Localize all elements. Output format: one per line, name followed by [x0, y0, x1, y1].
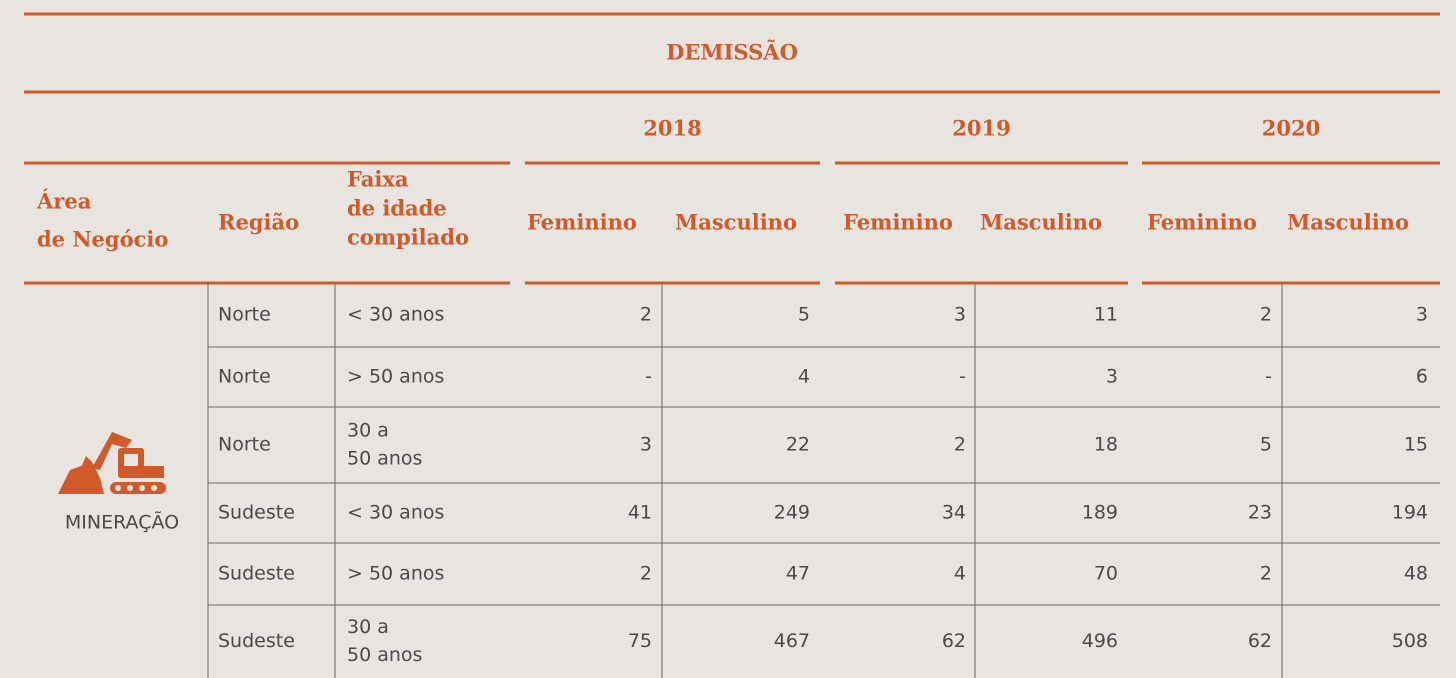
region: Norte: [218, 366, 271, 388]
cell-value: 18: [1094, 434, 1118, 456]
cell-value: 2: [640, 304, 652, 326]
cell-value: 62: [1248, 630, 1272, 652]
cell-value: 75: [628, 630, 652, 652]
cell-value: 3: [640, 434, 652, 456]
cell-value: 4: [954, 563, 966, 585]
cell-value: 48: [1404, 563, 1428, 585]
header-area: de Negócio: [37, 227, 168, 252]
cell-value: 496: [1082, 630, 1118, 652]
cell-value: 3: [954, 304, 966, 326]
cell-value: 2: [640, 563, 652, 585]
cell-value: 189: [1082, 502, 1118, 524]
age-range: < 30 anos: [347, 502, 444, 524]
cell-value: 3: [1416, 304, 1428, 326]
cell-value: -: [645, 366, 652, 388]
title: DEMISSÃO: [666, 40, 798, 65]
cell-value: 5: [798, 304, 810, 326]
year: 2018: [643, 116, 701, 141]
header-age: compilado: [347, 225, 469, 250]
region: Sudeste: [218, 563, 295, 585]
region: Sudeste: [218, 630, 295, 652]
cell-value: 2: [1260, 304, 1272, 326]
excavator-icon: [58, 432, 166, 494]
cell-value: 508: [1392, 630, 1428, 652]
cell-value: 6: [1416, 366, 1428, 388]
cell-value: 34: [942, 502, 966, 524]
region: Norte: [218, 434, 271, 456]
age-range: < 30 anos: [347, 304, 444, 326]
cell-value: 23: [1248, 502, 1272, 524]
area-name: MINERAÇÃO: [65, 511, 179, 534]
header-region: Região: [218, 210, 299, 235]
header-age: Faixa: [347, 167, 409, 192]
cell-value: 249: [774, 502, 810, 524]
header-area: Área: [36, 189, 92, 214]
age-range: 30 a: [347, 616, 389, 638]
cell-value: 62: [942, 630, 966, 652]
cell-value: 3: [1106, 366, 1118, 388]
cell-value: 4: [798, 366, 810, 388]
region: Sudeste: [218, 502, 295, 524]
age-range: 50 anos: [347, 644, 422, 666]
age-range: > 50 anos: [347, 366, 444, 388]
column-header: Masculino: [675, 210, 797, 235]
cell-value: -: [1265, 366, 1272, 388]
cell-value: 41: [628, 502, 652, 524]
cell-value: 2: [1260, 563, 1272, 585]
age-range: 30 a: [347, 420, 389, 442]
header-age: de idade: [347, 196, 447, 221]
region: Norte: [218, 304, 271, 326]
column-header: Feminino: [527, 210, 637, 235]
age-range: 50 anos: [347, 448, 422, 470]
cell-value: 70: [1094, 563, 1118, 585]
year: 2020: [1262, 116, 1320, 141]
column-header: Masculino: [980, 210, 1102, 235]
cell-value: 5: [1260, 434, 1272, 456]
column-header: Masculino: [1287, 210, 1409, 235]
cell-value: 467: [774, 630, 810, 652]
column-header: Feminino: [843, 210, 953, 235]
cell-value: 47: [786, 563, 810, 585]
cell-value: 194: [1392, 502, 1428, 524]
cell-value: 15: [1404, 434, 1428, 456]
cell-value: 2: [954, 434, 966, 456]
cell-value: 22: [786, 434, 810, 456]
age-range: > 50 anos: [347, 563, 444, 585]
column-header: Feminino: [1147, 210, 1257, 235]
cell-value: 11: [1094, 304, 1118, 326]
year: 2019: [952, 116, 1010, 141]
cell-value: -: [959, 366, 966, 388]
